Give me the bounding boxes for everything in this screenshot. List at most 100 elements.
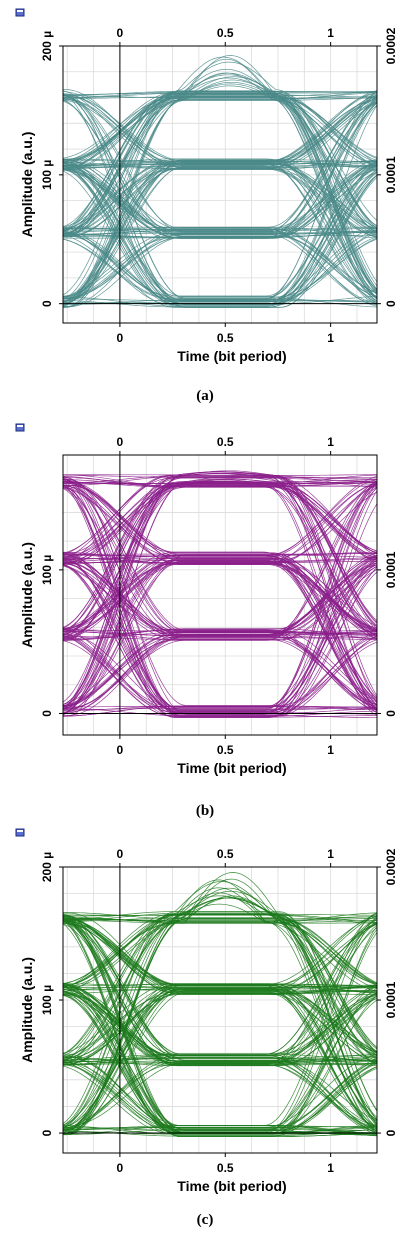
eye-trace (62, 554, 378, 713)
eye-trace (62, 984, 378, 1062)
eye-trace (62, 483, 378, 565)
eye-trace (62, 485, 378, 633)
right-y-tick-label: 0.0001 (384, 156, 398, 193)
eye-trace (63, 629, 378, 707)
eye-trace (62, 470, 378, 709)
eye-trace (63, 103, 378, 298)
left-y-tick-label: 200 µ (40, 31, 54, 61)
eye-trace (62, 985, 378, 1062)
x-axis-label: Time (bit period) (177, 1178, 286, 1194)
eye-trace (63, 83, 378, 308)
eye-trace (63, 476, 378, 641)
x-axis-label: Time (bit period) (177, 348, 286, 364)
eye-trace (62, 916, 378, 1132)
top-x-tick-label: 0 (117, 435, 124, 449)
eye-trace (62, 483, 378, 712)
eye-trace (63, 96, 378, 164)
eye-trace (62, 93, 378, 297)
eye-trace (62, 96, 377, 159)
eye-trace (63, 478, 378, 561)
eye-trace (63, 236, 378, 308)
right-y-tick-label: 0 (384, 300, 398, 307)
eye-trace (62, 168, 378, 306)
right-y-tick-label: 0.0002 (384, 848, 398, 885)
eye-trace (62, 990, 378, 1133)
eye-trace (63, 483, 378, 628)
eye-trace (63, 169, 378, 307)
eye-trace (63, 984, 378, 1063)
eye-trace (62, 164, 378, 304)
eye-trace (63, 918, 378, 1134)
eye-trace (62, 68, 378, 169)
x-tick-label: 0 (117, 331, 124, 345)
eye-trace (62, 922, 377, 985)
eye-trace (62, 986, 378, 1135)
eye-diagram-chart-b: 0 0.5 1 0 0.5 1 0 100 µ 0 0.0001 Time (bit period)… (15, 423, 398, 776)
eye-trace (62, 1056, 378, 1128)
eye-trace (63, 1125, 378, 1135)
eye-trace (62, 990, 378, 1134)
eye-trace (62, 628, 378, 718)
eye-diagram-panel-c: 0 0.5 1 0 0.5 1 0 100 µ 200 µ 0 0.0001 0.0002 Time (… (0, 820, 410, 1244)
eye-trace (63, 897, 378, 1127)
x-tick-label: 1 (327, 1161, 334, 1175)
left-y-tick-label: 200 µ (40, 852, 54, 882)
eye-diagram-panel-a: 0 0.5 1 0 0.5 1 0 100 µ 200 µ 0 0.0001 0.0002 Time (… (0, 0, 410, 410)
right-y-tick-label: 0.0002 (384, 27, 398, 64)
left-y-tick-label: 100 µ (40, 160, 54, 190)
eye-trace (63, 163, 378, 297)
plot-frame (62, 866, 378, 1154)
y-axis-label: Amplitude (a.u.) (19, 542, 35, 648)
eye-trace (63, 917, 377, 922)
eye-trace (62, 988, 378, 1135)
eye-trace (62, 95, 378, 298)
top-x-tick-label: 0 (117, 847, 124, 861)
eye-trace (62, 162, 377, 237)
eye-trace (63, 163, 378, 234)
eye-trace (62, 916, 378, 1130)
eye-trace (62, 556, 378, 705)
eye-trace (62, 552, 378, 709)
left-y-tick-label: 100 µ (40, 555, 54, 585)
eye-trace (62, 477, 378, 708)
eye-trace (63, 557, 378, 706)
eye-trace (62, 477, 378, 633)
eye-trace (62, 559, 378, 714)
eye-trace (63, 479, 378, 553)
eye-trace (62, 917, 378, 1123)
left-y-tick-label: 0 (40, 710, 54, 717)
top-x-tick-label: 0.5 (217, 26, 234, 40)
eye-trace (63, 482, 378, 640)
eye-trace (63, 878, 378, 985)
eye-trace (63, 705, 377, 712)
eye-trace (62, 95, 378, 300)
eye-trace (62, 983, 377, 1138)
eye-trace (63, 169, 378, 298)
eye-trace (62, 479, 378, 705)
eye-trace (63, 99, 378, 168)
eye-trace (63, 484, 378, 558)
eye-trace (62, 58, 378, 231)
eye-trace (62, 477, 378, 640)
eye-trace (63, 897, 378, 1131)
eye-trace (62, 90, 378, 166)
eye-trace (62, 634, 377, 710)
eye-trace (62, 918, 378, 1129)
x-tick-label: 0.5 (217, 743, 234, 757)
eye-trace (62, 100, 378, 300)
window-icon (15, 8, 25, 17)
eye-trace (62, 920, 378, 1064)
x-tick-label: 0.5 (217, 1161, 234, 1175)
eye-trace (62, 99, 378, 303)
eye-trace (62, 471, 378, 554)
right-y-tick-label: 0.0001 (384, 981, 398, 1018)
x-tick-label: 0 (117, 1161, 124, 1175)
eye-trace (62, 482, 378, 706)
eye-trace (63, 563, 377, 710)
eye-trace (62, 92, 378, 303)
eye-diagram-chart-c: 0 0.5 1 0 0.5 1 0 100 µ 200 µ 0 0.0001 0.0002 Time (… (15, 828, 398, 1194)
eye-trace (62, 558, 377, 638)
x-tick-label: 1 (327, 743, 334, 757)
top-x-tick-label: 0.5 (217, 847, 234, 861)
window-icon (15, 423, 25, 432)
